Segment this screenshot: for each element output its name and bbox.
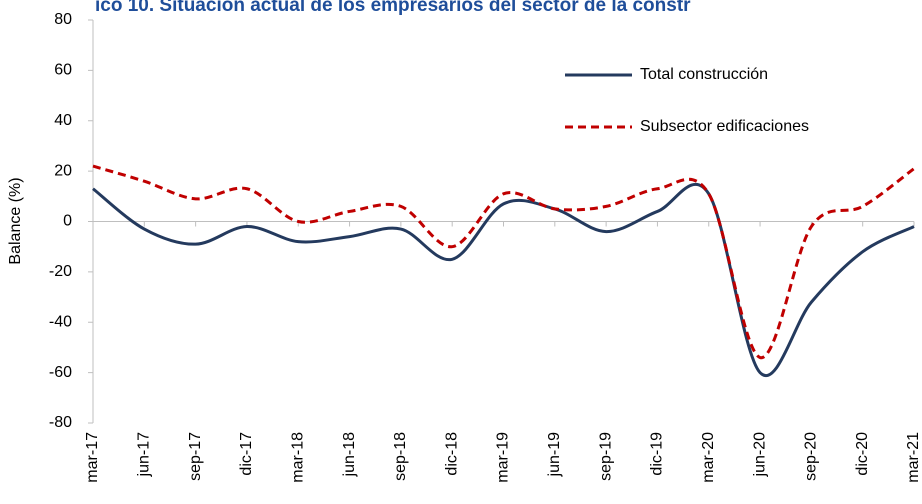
x-tick-label: mar-21 xyxy=(905,432,922,483)
y-tick-label: -60 xyxy=(49,364,72,381)
series-line xyxy=(92,164,915,360)
y-tick-label: 20 xyxy=(54,162,72,179)
y-tick-label: 60 xyxy=(54,62,72,79)
chart-title: ico 10. Situación actual de los empresar… xyxy=(95,0,691,16)
x-tick-label: sep-19 xyxy=(597,432,614,481)
x-tick-label: sep-20 xyxy=(803,432,820,481)
x-tick-label: jun-17 xyxy=(136,432,153,478)
y-axis-label: Balance (%) xyxy=(7,177,24,264)
x-tick-label: mar-19 xyxy=(495,432,512,483)
x-tick-label: mar-17 xyxy=(84,432,101,483)
y-tick-label: 0 xyxy=(63,213,72,230)
x-tick-label: dic-18 xyxy=(443,432,460,476)
y-tick-label: -80 xyxy=(49,414,72,431)
y-tick-label: -20 xyxy=(49,263,72,280)
x-tick-label: jun-19 xyxy=(546,432,563,478)
y-tick-label: -40 xyxy=(49,313,72,330)
series-line xyxy=(92,183,915,377)
x-tick-label: dic-20 xyxy=(854,432,871,476)
x-tick-label: mar-18 xyxy=(289,432,306,483)
x-tick-label: sep-17 xyxy=(187,432,204,481)
y-tick-label: 80 xyxy=(54,11,72,28)
x-tick-label: sep-18 xyxy=(392,432,409,481)
y-tick-label: 40 xyxy=(54,112,72,129)
x-tick-label: dic-19 xyxy=(649,432,666,476)
legend-label: Subsector edificaciones xyxy=(640,118,809,135)
x-tick-label: jun-18 xyxy=(341,432,358,478)
x-tick-label: mar-20 xyxy=(700,432,717,483)
x-tick-label: jun-20 xyxy=(751,432,768,478)
x-tick-label: dic-17 xyxy=(238,432,255,476)
legend-label: Total construcción xyxy=(640,66,768,83)
